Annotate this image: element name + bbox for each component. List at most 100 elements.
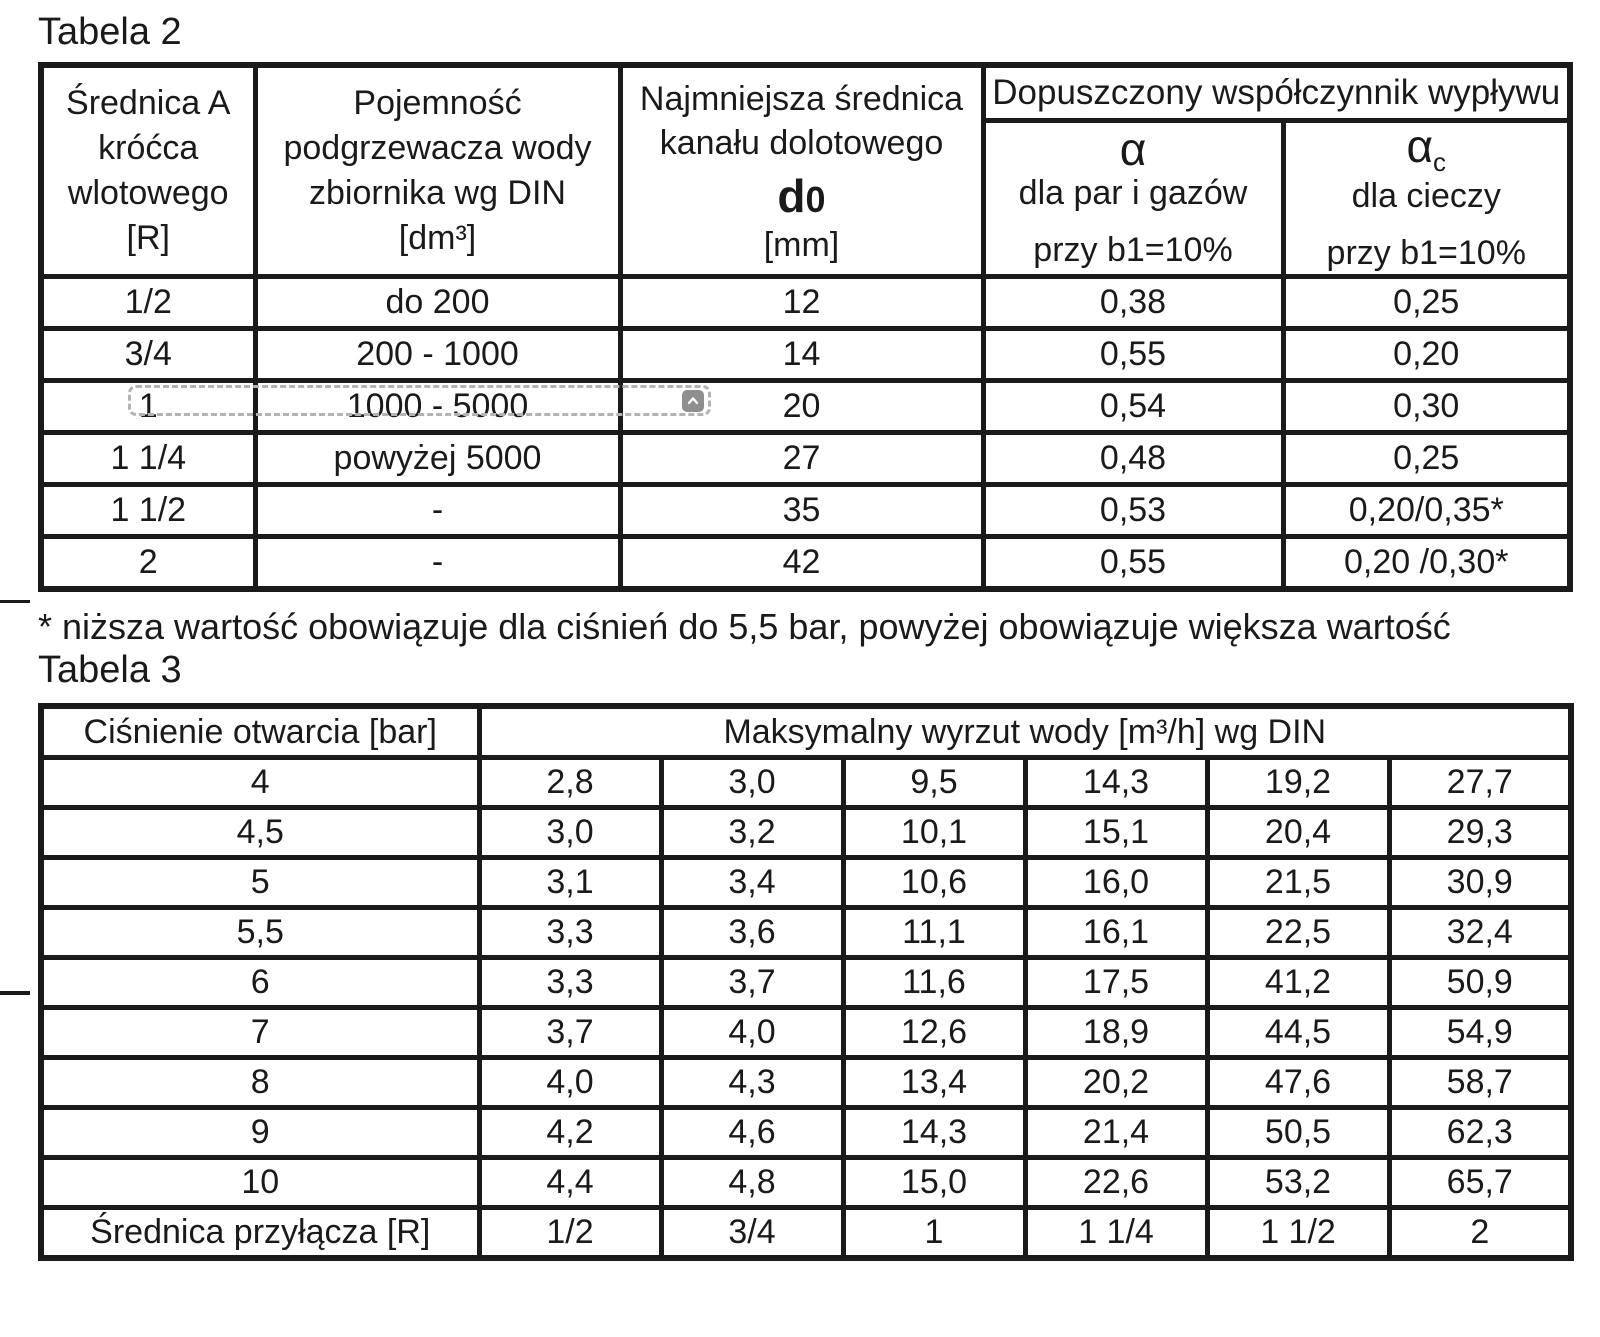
table-cell: 18,9 xyxy=(1022,1005,1210,1060)
table-cell: 4,4 xyxy=(476,1155,664,1210)
table-cell: 3/4 xyxy=(658,1205,846,1261)
table-cell: 1 1/4 xyxy=(38,430,258,487)
table-cell: 10 xyxy=(38,1155,482,1210)
table-cell: 1/2 xyxy=(476,1205,664,1261)
table-cell: 21,4 xyxy=(1022,1105,1210,1160)
table-cell: 35 xyxy=(617,482,986,539)
table-cell: 0,53 xyxy=(980,482,1286,539)
alpha-c-symbol: αc xyxy=(1406,120,1447,177)
table-cell: 9 xyxy=(38,1105,482,1160)
table-cell: 1/2 xyxy=(38,274,258,331)
table-cell: 50,5 xyxy=(1204,1105,1392,1160)
table2-title: Tabela 2 xyxy=(38,11,182,53)
table-cell: 29,3 xyxy=(1386,805,1574,860)
table-cell: 16,1 xyxy=(1022,905,1210,960)
inlet-channel-unit: [mm] xyxy=(763,225,840,264)
table-cell: 8 xyxy=(38,1055,482,1110)
table-cell: 4,8 xyxy=(658,1155,846,1210)
table-cell: 3,0 xyxy=(476,805,664,860)
table-cell: 5 xyxy=(38,855,482,910)
table2-header: Średnica A króćca wlotowego [R] Pojemnoś… xyxy=(38,62,1573,279)
table-row: 10 4,4 4,8 15,0 22,6 53,2 65,7 xyxy=(38,1155,1574,1210)
table2: Średnica A króćca wlotowego [R] Pojemnoś… xyxy=(38,62,1573,592)
table-cell: 3,7 xyxy=(658,955,846,1010)
table-cell: 3,1 xyxy=(476,855,664,910)
table-cell: 32,4 xyxy=(1386,905,1574,960)
table-cell: 58,7 xyxy=(1386,1055,1574,1110)
table-cell: 1 1/2 xyxy=(38,482,258,539)
table-cell: 2 xyxy=(1386,1205,1574,1261)
column-header-inlet-diameter: Średnica A króćca wlotowego [R] xyxy=(38,62,258,279)
table3: Ciśnienie otwarcia [bar] Maksymalny wyrz… xyxy=(38,703,1575,1261)
table-cell: 3,4 xyxy=(658,855,846,910)
table-cell: 3,2 xyxy=(658,805,846,860)
table-cell: 3/4 xyxy=(38,326,258,383)
table-cell: 15,0 xyxy=(840,1155,1028,1210)
table-cell: 41,2 xyxy=(1204,955,1392,1010)
column-header-opening-pressure: Ciśnienie otwarcia [bar] xyxy=(38,703,482,760)
table-cell: 20,2 xyxy=(1022,1055,1210,1110)
table-row: 4,5 3,0 3,2 10,1 15,1 20,4 29,3 xyxy=(38,805,1574,860)
table-cell: 27,7 xyxy=(1386,755,1574,810)
table-cell: 2 xyxy=(38,534,258,592)
table-row: Średnica przyłącza [R] 1/2 3/4 1 1 1/4 1 1/2 2 xyxy=(38,1205,1574,1261)
table-cell: 17,5 xyxy=(1022,955,1210,1010)
table-cell: 42 xyxy=(617,534,986,592)
table-cell: 4,0 xyxy=(476,1055,664,1110)
table-cell: 11,1 xyxy=(840,905,1028,960)
table-cell: 200 - 1000 xyxy=(252,326,623,383)
table-cell: 1 1/2 xyxy=(1204,1205,1392,1261)
alpha-symbol: α xyxy=(1119,123,1147,175)
table-row: 3/4 200 - 1000 14 0,55 0,20 xyxy=(38,326,1573,383)
table-cell: 0,25 xyxy=(1280,274,1573,331)
table-cell: 22,5 xyxy=(1204,905,1392,960)
table-cell: 27 xyxy=(617,430,986,487)
table2-body: 1/2 do 200 12 0,38 0,25 3/4 200 - 1000 14 0,55 0,… xyxy=(38,274,1573,592)
table-cell: 0,30 xyxy=(1280,378,1573,435)
column-header-alpha-liquids: αc dla cieczy przy b1=10% xyxy=(1280,118,1573,279)
table-cell: 54,9 xyxy=(1386,1005,1574,1060)
table-row: 4 2,8 3,0 9,5 14,3 19,2 27,7 xyxy=(38,755,1574,810)
column-header-max-water-output: Maksymalny wyrzut wody [m³/h] wg DIN xyxy=(476,703,1574,760)
table3-title: Tabela 3 xyxy=(38,649,182,691)
table3-header: Ciśnienie otwarcia [bar] Maksymalny wyrz… xyxy=(38,703,1574,760)
table-cell: 12 xyxy=(617,274,986,331)
row-selection-overlay xyxy=(128,385,711,416)
column-header-alpha-gases: α dla par i gazów przy b1=10% xyxy=(980,118,1286,279)
table-row: 1/2 do 200 12 0,38 0,25 xyxy=(38,274,1573,331)
table-row: α dla par i gazów przy b1=10% αc dla cie… xyxy=(41,118,1573,279)
table-cell: 0,48 xyxy=(980,430,1286,487)
table-cell: 3,6 xyxy=(658,905,846,960)
table-cell: 4,3 xyxy=(658,1055,846,1110)
table-row: 1 1/4 powyżej 5000 27 0,48 0,25 xyxy=(38,430,1573,487)
inlet-channel-label: Najmniejsza średnica kanału dolotowego xyxy=(639,79,964,163)
table-cell: 0,25 xyxy=(1280,430,1573,487)
table-cell: 2,8 xyxy=(476,755,664,810)
table-row: 2-42 0,55 0,20 /0,30* xyxy=(38,534,1573,592)
table-cell: - xyxy=(252,534,623,592)
table-cell: 53,2 xyxy=(1204,1155,1392,1210)
chevron-up-button[interactable] xyxy=(682,389,704,412)
column-header-flow-coefficient: Dopuszczony współczynnik wypływu xyxy=(980,62,1573,123)
table-row: 8 4,0 4,3 13,4 20,2 47,6 58,7 xyxy=(38,1055,1574,1110)
inlet-channel-symbol: d0 xyxy=(777,170,826,223)
table-cell: 44,5 xyxy=(1204,1005,1392,1060)
table-cell: 0,55 xyxy=(980,326,1286,383)
table-cell: 47,6 xyxy=(1204,1055,1392,1110)
table-cell: Średnica przyłącza [R] xyxy=(38,1205,482,1261)
page-margin-tick xyxy=(0,600,30,603)
table-cell: 62,3 xyxy=(1386,1105,1574,1160)
footnote: * niższa wartość obowiązuje dla ciśnień … xyxy=(38,606,1451,647)
table-row: 5 3,1 3,4 10,6 16,0 21,5 30,9 xyxy=(38,855,1574,910)
table-cell: 10,6 xyxy=(840,855,1028,910)
table-cell: 12,6 xyxy=(840,1005,1028,1060)
table-cell: powyżej 5000 xyxy=(252,430,623,487)
table-cell: 3,3 xyxy=(476,955,664,1010)
table-cell: 4 xyxy=(38,755,482,810)
table-cell: 15,1 xyxy=(1022,805,1210,860)
table-cell: 0,20/0,35* xyxy=(1280,482,1573,539)
table-row: 9 4,2 4,6 14,3 21,4 50,5 62,3 xyxy=(38,1105,1574,1160)
table-cell: 14,3 xyxy=(1022,755,1210,810)
table-cell: do 200 xyxy=(252,274,623,331)
